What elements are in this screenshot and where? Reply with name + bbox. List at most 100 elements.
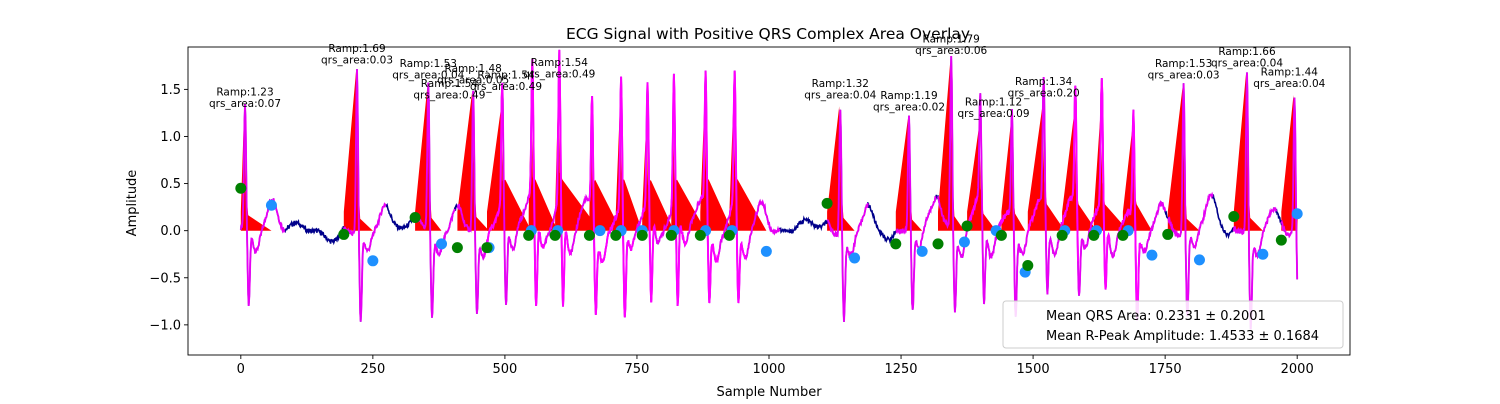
- qrs-segment-12: [728, 70, 781, 304]
- qrs-offset-marker-15: [958, 236, 970, 248]
- x-axis-ticks: 0 250 500 750 1000 1250 1500 1750 2000: [237, 355, 1314, 377]
- stats-legend: Mean QRS Area: 0.2331 ± 0.2001 Mean R-Pe…: [1002, 300, 1344, 349]
- qrs-area-fill-19: [1062, 112, 1097, 231]
- qrs-area-fill-3: [457, 91, 490, 231]
- peak-annotation-5-1: qrs_area:0.49: [470, 81, 542, 93]
- qrs-onset-marker-18: [1022, 260, 1034, 272]
- peak-annotation-13-0: Ramp:1.32: [812, 78, 869, 90]
- peak-annotation-16-0: Ramp:1.12: [965, 97, 1022, 109]
- qrs-area-fill-20: [1093, 110, 1129, 231]
- qrs-offset-marker-24: [1291, 208, 1303, 220]
- peak-annotation-2-1: qrs_area:0.04: [392, 70, 464, 82]
- qrs-area-fill-14: [895, 118, 923, 231]
- qrs-onset-marker-3: [451, 242, 463, 254]
- x-axis-label: Sample Number: [716, 385, 822, 400]
- x-tick-label-5: 1250: [884, 362, 917, 377]
- peak-annotation-18-0: Ramp:1.34: [1015, 76, 1073, 88]
- qrs-area-fill-10: [671, 107, 706, 231]
- qrs-area-fill-18: [1027, 104, 1065, 231]
- qrs-offset-marker-12: [760, 245, 772, 257]
- y-tick-label-0: −1.0: [149, 318, 181, 333]
- qrs-highlight-layer: [239, 49, 1299, 330]
- qrs-offset-marker-1: [367, 255, 379, 267]
- stats-legend-frame: [1002, 300, 1344, 349]
- qrs-area-fill-12: [729, 96, 767, 231]
- peak-annotation-14-0: Ramp:1.19: [880, 90, 937, 102]
- qrs-area-fill-17: [1001, 122, 1026, 231]
- qrs-area-fill-4: [487, 106, 532, 231]
- qrs-area-fill-7: [589, 113, 622, 231]
- qrs-offset-marker-14: [916, 245, 928, 257]
- peak-annotation-15-1: qrs_area:0.06: [915, 45, 987, 57]
- peak-annotation-23-0: Ramp:1.66: [1218, 46, 1276, 58]
- qrs-offset-marker-22: [1193, 254, 1205, 266]
- peak-annotation-23-1: qrs_area:0.04: [1211, 57, 1283, 69]
- qrs-onset-marker-11: [694, 229, 706, 241]
- y-tick-label-4: 1.0: [160, 130, 181, 145]
- qrs-area-fill-21: [1122, 127, 1152, 231]
- peak-annotation-22-0: Ramp:1.53: [1155, 58, 1212, 70]
- qrs-segment-23: [1232, 72, 1278, 330]
- peak-annotation-22-1: qrs_area:0.03: [1148, 70, 1220, 82]
- qrs-area-fill-13: [827, 106, 855, 231]
- chart-title: ECG Signal with Positive QRS Complex Are…: [566, 25, 970, 43]
- qrs-offset-marker-2: [436, 238, 448, 250]
- x-tick-label-1: 250: [360, 362, 385, 377]
- peak-annotation-4-0: Ramp:1.54: [421, 78, 479, 90]
- peak-annotation-layer: Ramp:1.23qrs_area:0.07Ramp:1.69qrs_area:…: [209, 34, 1326, 121]
- qrs-segment-13: [826, 109, 869, 322]
- qrs-area-fill-15: [938, 62, 965, 231]
- peak-annotation-13-1: qrs_area:0.04: [804, 89, 876, 101]
- qrs-area-fill-5: [528, 97, 558, 231]
- peak-annotation-1-0: Ramp:1.69: [328, 43, 385, 55]
- peak-annotation-0-1: qrs_area:0.07: [209, 98, 281, 110]
- qrs-area-fill-1: [343, 71, 373, 231]
- stats-mean-qrs-area: Mean QRS Area: 0.2331 ± 0.2001: [1046, 309, 1266, 324]
- peak-annotation-0-0: Ramp:1.23: [216, 86, 273, 98]
- x-tick-label-4: 1000: [752, 362, 785, 377]
- qrs-onset-marker-6: [549, 229, 561, 241]
- qrs-area-fills: [240, 62, 1298, 231]
- y-tick-label-2: 0.0: [160, 224, 181, 239]
- peak-annotation-2-0: Ramp:1.53: [400, 58, 457, 70]
- qrs-area-fill-22: [1167, 86, 1200, 231]
- peak-annotation-6-0: Ramp:1.54: [531, 57, 589, 69]
- qrs-onset-marker-16: [961, 220, 973, 232]
- qrs-segment-1: [342, 69, 387, 322]
- qrs-segment-0: [239, 104, 286, 306]
- qrs-onset-marker-22: [1162, 228, 1174, 240]
- qrs-area-fill-2: [415, 86, 442, 231]
- qrs-onset-marker-21: [1117, 229, 1129, 241]
- qrs-onset-marker-0: [235, 182, 247, 194]
- peak-annotation-1-1: qrs_area:0.03: [321, 55, 393, 67]
- qrs-segment-14: [895, 115, 937, 310]
- qrs-segment-2: [414, 82, 456, 318]
- y-axis-label: Amplitude: [125, 170, 140, 237]
- qrs-offset-marker-0: [265, 199, 277, 211]
- qrs-onset-marker-20: [1088, 229, 1100, 241]
- peak-annotation-15-0: Ramp:1.79: [923, 34, 980, 46]
- qrs-area-fill-6: [555, 85, 600, 231]
- qrs-offset-marker-21: [1146, 249, 1158, 261]
- y-tick-label-3: 0.5: [160, 177, 181, 192]
- peak-annotation-14-1: qrs_area:0.02: [873, 102, 945, 114]
- qrs-onset-marker-4: [481, 242, 493, 254]
- qrs-segment-24: [1280, 97, 1299, 280]
- qrs-onset-marker-15: [932, 238, 944, 250]
- y-tick-label-5: 1.5: [160, 83, 181, 98]
- qrs-onset-marker-10: [665, 229, 677, 241]
- peak-annotation-5-0: Ramp:1.54: [477, 69, 535, 81]
- peak-annotation-4-1: qrs_area:0.49: [413, 89, 485, 101]
- qrs-offset-marker-23: [1257, 248, 1269, 260]
- qrs-onset-marker-14: [890, 238, 902, 250]
- peak-annotation-3-0: Ramp:1.48: [445, 63, 502, 75]
- qrs-onset-marker-17: [995, 229, 1007, 241]
- qrs-area-fill-23: [1233, 74, 1263, 231]
- x-tick-label-8: 2000: [1281, 362, 1314, 377]
- qrs-onset-marker-5: [523, 229, 535, 241]
- stats-mean-r-peak: Mean R-Peak Amplitude: 1.4533 ± 0.1684: [1046, 329, 1319, 344]
- qrs-offset-marker-13: [849, 252, 861, 264]
- peak-annotation-18-1: qrs_area:0.20: [1008, 88, 1080, 100]
- qrs-segment-22: [1167, 83, 1214, 317]
